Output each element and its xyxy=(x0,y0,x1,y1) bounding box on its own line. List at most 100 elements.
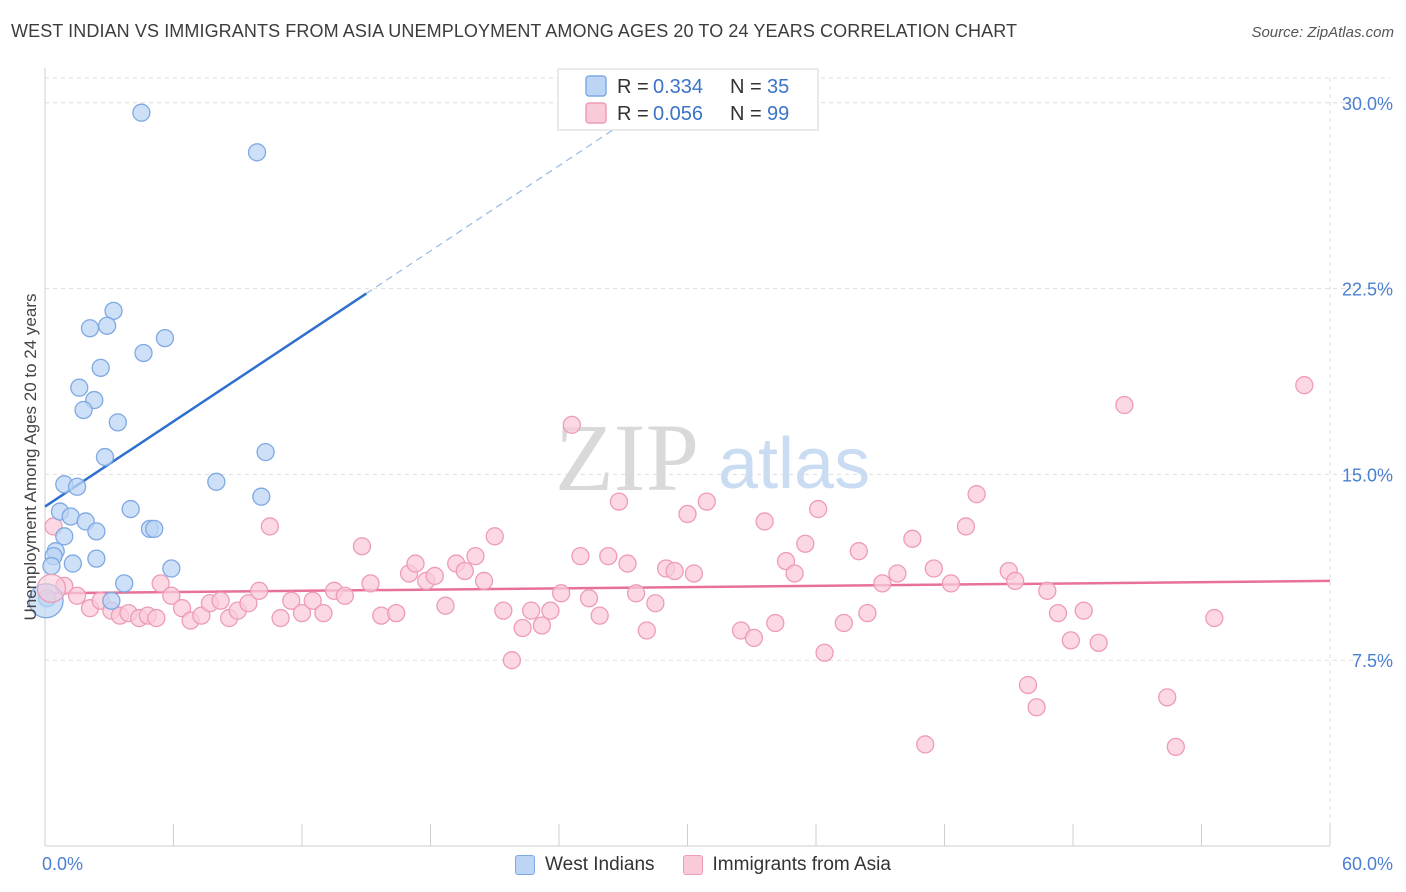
west-indians-point xyxy=(115,574,134,593)
y-axis-title: Unemployment Among Ages 20 to 24 years xyxy=(21,294,40,621)
immigrants-asia-point xyxy=(502,651,522,670)
west-indians-point xyxy=(87,522,106,541)
x-tick-label: 0.0% xyxy=(42,854,83,874)
immigrants-asia-point xyxy=(916,735,935,754)
immigrants-asia-point xyxy=(903,529,922,548)
immigrants-asia-point xyxy=(387,603,406,623)
series-legend-label: Immigrants from Asia xyxy=(712,854,891,875)
immigrants-asia-point xyxy=(1061,631,1081,650)
immigrants-asia-point xyxy=(1205,608,1224,628)
legend-n-label: N = xyxy=(730,76,762,98)
legend: R = 0.334 N = 35 R = 0.056 N = 99 xyxy=(557,68,819,131)
west-indians-point xyxy=(70,378,89,397)
tick-labels: 7.5% 15.0% 22.5% 30.0% 0.0% 60.0% xyxy=(42,94,1393,874)
immigrants-asia-point xyxy=(646,594,665,613)
immigrants-asia-point xyxy=(849,542,868,561)
immigrants-asia-point xyxy=(162,586,181,605)
immigrants-asia-point xyxy=(858,603,877,623)
west-indians-point xyxy=(55,527,74,546)
immigrants-asia-point xyxy=(239,594,258,613)
legend-swatch-immigrants-asia xyxy=(585,102,607,124)
immigrants-asia-point xyxy=(455,561,474,581)
immigrants-asia-point xyxy=(956,517,976,536)
immigrants-asia-point xyxy=(941,574,961,593)
immigrants-asia-point xyxy=(551,584,571,603)
data-points xyxy=(28,103,1314,757)
immigrants-asia-point xyxy=(1115,395,1134,415)
immigrants-asia-point xyxy=(924,559,943,578)
legend-n-value: 99 xyxy=(767,103,789,125)
legend-n-label: N = xyxy=(730,103,762,125)
legend-r-label: R = xyxy=(617,103,649,125)
immigrants-asia-point xyxy=(260,517,280,536)
immigrants-asia-point xyxy=(172,599,192,618)
series-legend-item-west-indians: West Indians xyxy=(515,854,655,876)
immigrants-asia-point xyxy=(766,613,785,633)
y-tick-label: 30.0% xyxy=(1342,94,1393,114)
immigrants-asia-point xyxy=(513,618,532,638)
west-indians-point xyxy=(145,519,164,539)
west-indians-point xyxy=(95,447,115,467)
immigrants-asia-point xyxy=(808,499,828,519)
immigrants-asia-point xyxy=(796,534,815,553)
west-indians-point xyxy=(91,358,110,378)
immigrants-asia-point xyxy=(211,591,230,610)
immigrants-asia-point xyxy=(1166,737,1185,757)
immigrants-asia-point xyxy=(466,546,485,566)
immigrants-asia-point xyxy=(579,589,599,608)
immigrants-asia-point xyxy=(562,415,581,434)
west-indians-point xyxy=(132,103,151,122)
immigrants-asia-point xyxy=(755,512,774,531)
immigrants-asia-point xyxy=(599,546,618,566)
immigrants-asia-point xyxy=(361,574,380,593)
west-indians-point xyxy=(80,319,100,338)
legend-r-value: 0.056 xyxy=(653,103,703,125)
immigrants-asia-point xyxy=(485,527,504,546)
immigrants-asia-point xyxy=(250,581,269,600)
west-indians-point xyxy=(256,442,275,462)
immigrants-asia-point xyxy=(785,564,804,583)
y-tick-label: 15.0% xyxy=(1342,465,1393,485)
immigrants-asia-point xyxy=(522,601,541,620)
immigrants-asia-point xyxy=(1048,603,1068,623)
legend-r-label: R = xyxy=(617,76,649,98)
immigrants-asia-point xyxy=(314,603,333,623)
immigrants-asia-point xyxy=(36,573,67,603)
immigrants-asia-point xyxy=(494,601,513,620)
immigrants-asia-point xyxy=(678,504,697,524)
west-indians-point xyxy=(162,559,181,578)
immigrants-asia-point xyxy=(609,492,629,511)
west-indians-trend-extension xyxy=(365,79,688,295)
immigrants-asia-point xyxy=(571,546,590,566)
immigrants-asia-point xyxy=(815,643,834,662)
immigrants-asia-point xyxy=(282,591,301,610)
immigrants-asia-point xyxy=(626,584,646,603)
west-indians-point xyxy=(42,556,61,576)
immigrants-asia-point xyxy=(1158,688,1177,707)
immigrants-asia-point xyxy=(888,564,907,583)
immigrants-asia-point xyxy=(1027,698,1046,717)
immigrants-asia-point xyxy=(303,591,322,610)
immigrants-asia-point xyxy=(637,621,656,640)
immigrants-asia-point xyxy=(590,606,609,625)
immigrants-asia-point xyxy=(352,537,372,556)
watermark: ZIP atlas xyxy=(555,404,870,511)
west-indians-trend-line xyxy=(44,292,367,508)
chart-title: WEST INDIAN VS IMMIGRANTS FROM ASIA UNEM… xyxy=(11,21,1018,41)
axes xyxy=(44,68,1331,847)
immigrants-asia-point xyxy=(684,564,704,583)
legend-swatch-west-indians xyxy=(585,75,607,97)
immigrants-asia-point xyxy=(1089,633,1108,653)
west-indians-point xyxy=(134,343,153,363)
immigrants-asia-point xyxy=(67,586,87,605)
west-indians-point xyxy=(121,499,140,519)
immigrants-asia-point xyxy=(776,551,796,571)
immigrants-asia-point xyxy=(1038,581,1057,600)
immigrants-asia-point xyxy=(474,571,494,591)
immigrants-asia-point xyxy=(292,603,312,623)
immigrants-asia-point xyxy=(192,606,211,625)
west-indians-point xyxy=(252,487,271,506)
y-tick-label: 7.5% xyxy=(1352,651,1393,671)
west-indians-point xyxy=(74,400,93,420)
west-indians-point xyxy=(102,591,121,610)
